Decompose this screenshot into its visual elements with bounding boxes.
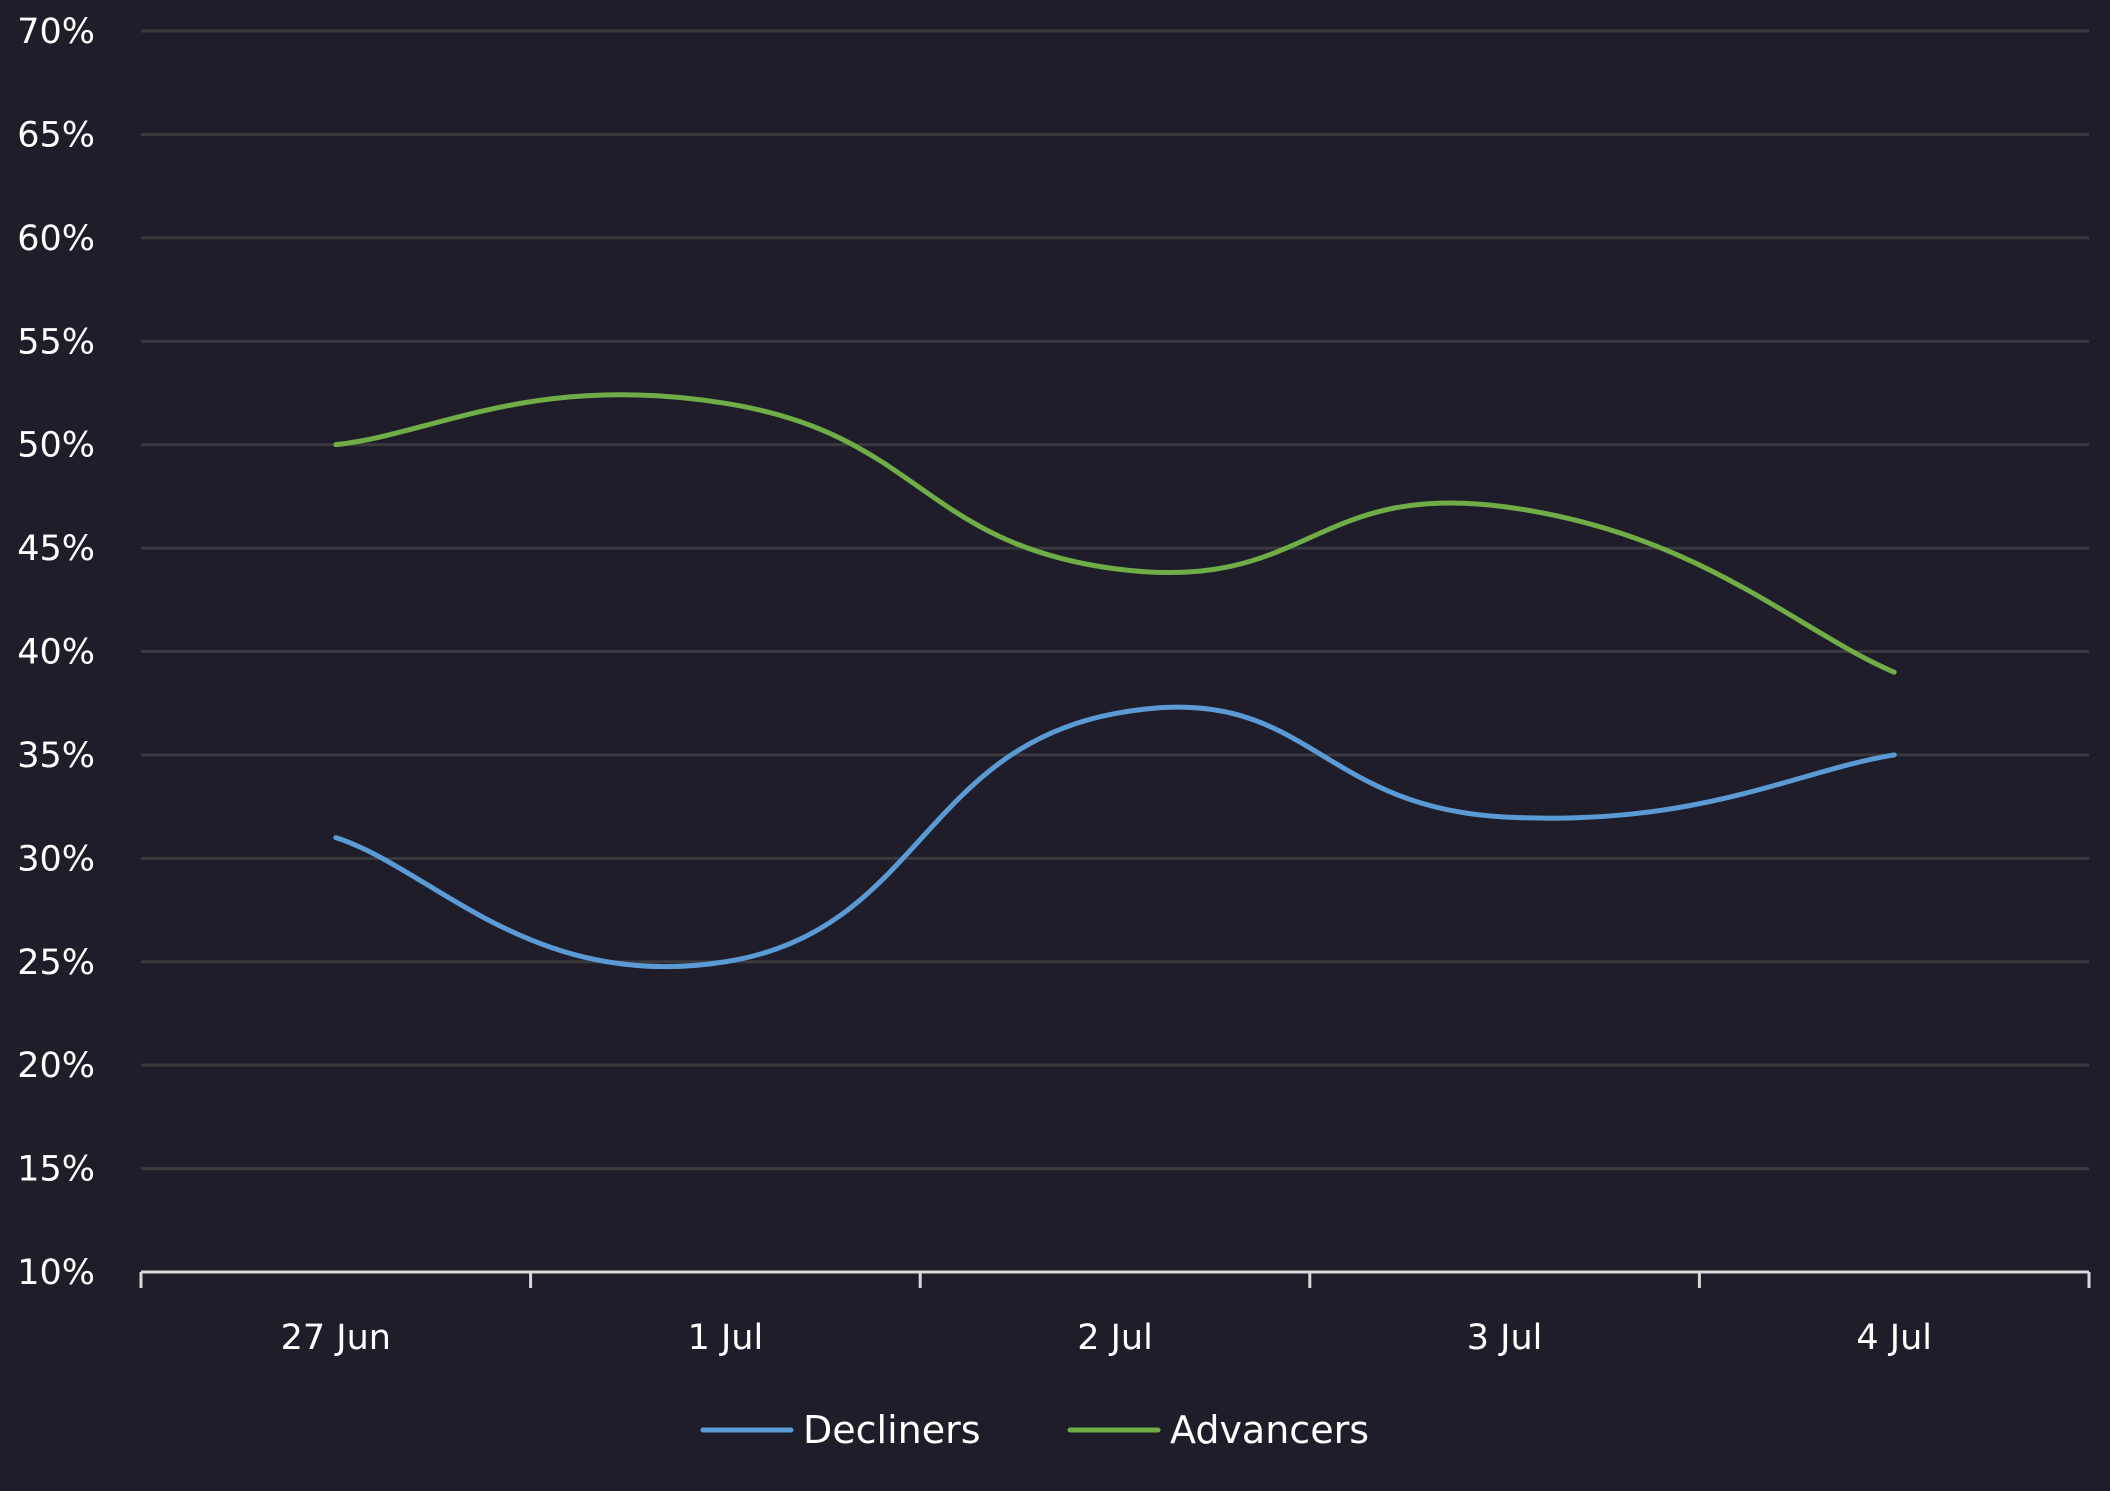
- gridlines: [141, 29, 2089, 1171]
- x-tick-label: 3 Jul: [1467, 1318, 1543, 1358]
- series-line-advancers: [333, 392, 1897, 675]
- y-tick-label: 50%: [17, 426, 95, 466]
- x-axis-tick-labels: 27 Jun 1 Jul 2 Jul 3 Jul 4 Jul: [281, 1318, 1932, 1358]
- y-tick-label: 20%: [17, 1046, 95, 1086]
- x-tick-label: 27 Jun: [281, 1318, 391, 1358]
- x-axis: [139, 1270, 2091, 1288]
- y-tick-label: 25%: [17, 943, 95, 983]
- x-tick-label: 4 Jul: [1856, 1318, 1932, 1358]
- y-tick-label: 35%: [17, 736, 95, 776]
- y-tick-label: 45%: [17, 529, 95, 569]
- x-tick-label: 2 Jul: [1077, 1318, 1153, 1358]
- y-tick-label: 70%: [17, 12, 95, 52]
- legend-label-decliners: Decliners: [803, 1408, 981, 1452]
- legend: Decliners Advancers: [700, 1408, 1369, 1452]
- legend-label-advancers: Advancers: [1170, 1408, 1369, 1452]
- series-lines: [333, 392, 1897, 970]
- y-tick-label: 30%: [17, 839, 95, 879]
- y-axis-tick-labels: 10% 15% 20% 25% 30% 35% 40% 45% 50% 55% 60% 65% 70%: [17, 12, 95, 1293]
- y-tick-label: 65%: [17, 115, 95, 155]
- y-tick-label: 10%: [17, 1253, 95, 1293]
- x-tick-label: 1 Jul: [688, 1318, 764, 1358]
- y-tick-label: 55%: [17, 322, 95, 362]
- y-tick-label: 40%: [17, 633, 95, 673]
- series-line-decliners: [333, 704, 1897, 970]
- y-tick-label: 15%: [17, 1150, 95, 1190]
- y-tick-label: 60%: [17, 219, 95, 259]
